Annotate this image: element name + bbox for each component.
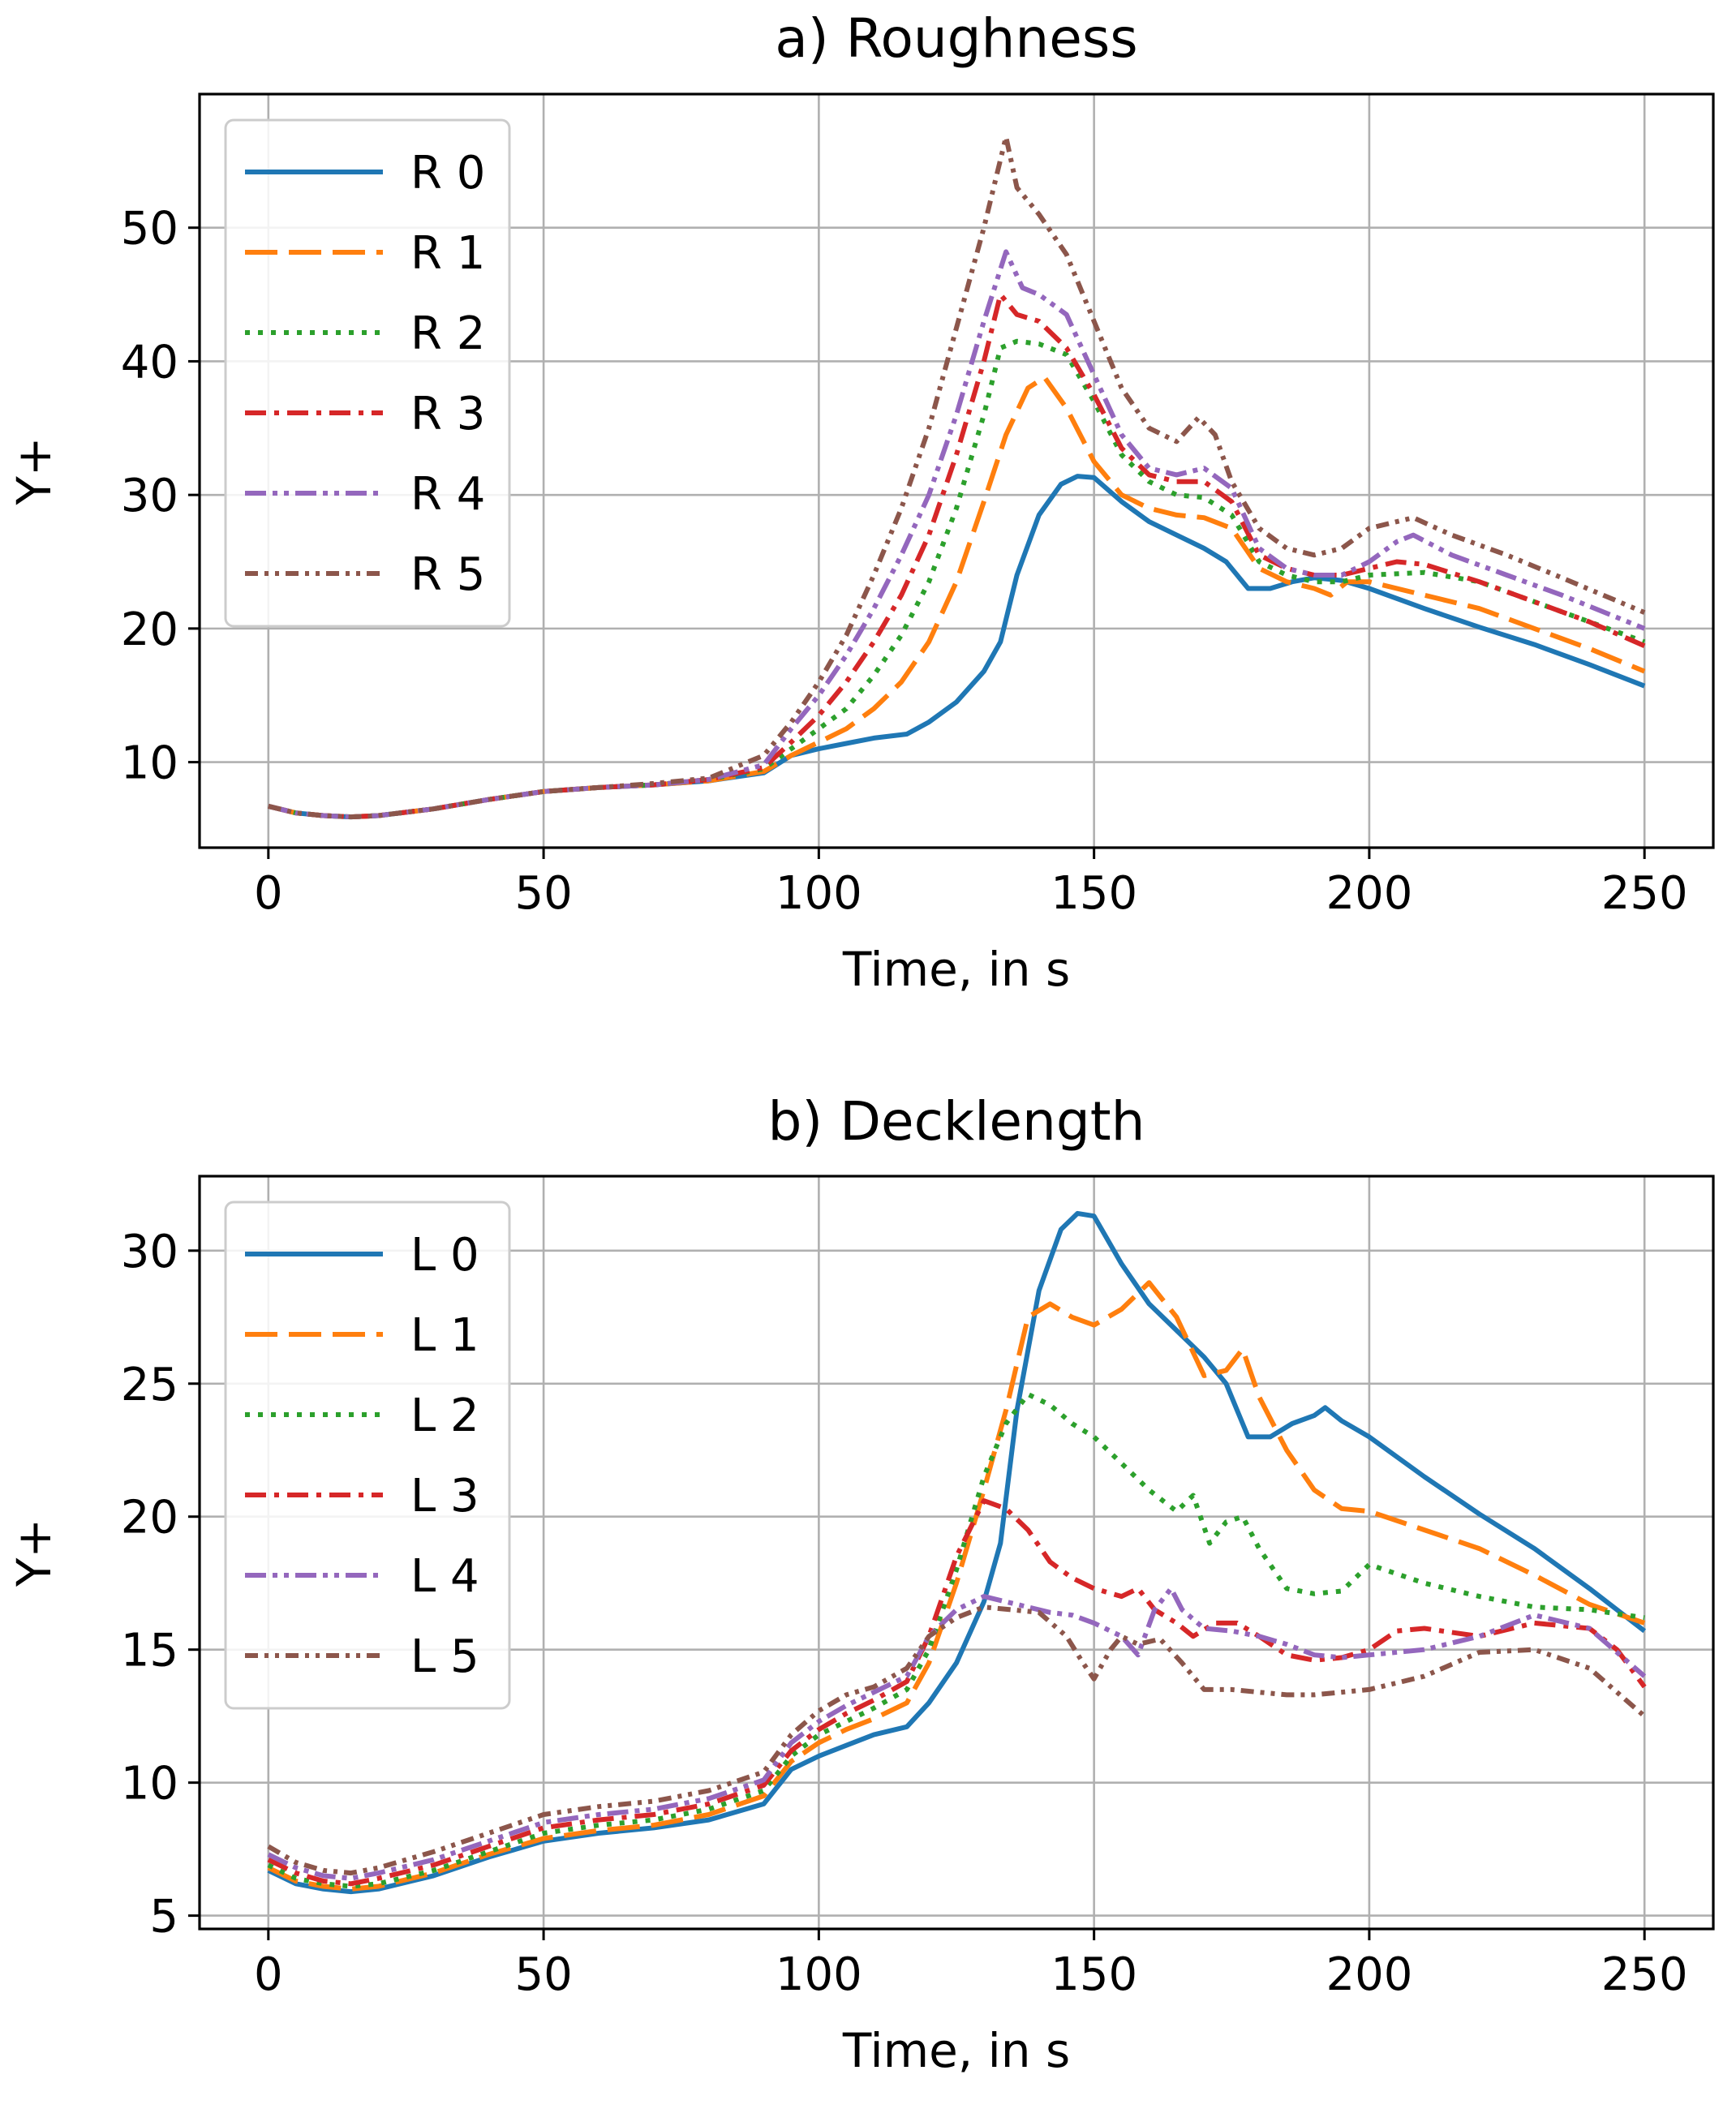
y-tick-label: 10 bbox=[121, 737, 178, 790]
legend-box bbox=[224, 1201, 511, 1710]
legend-label: L 4 bbox=[410, 1550, 479, 1603]
x-tick-label: 0 bbox=[254, 1948, 283, 2001]
y-tick-label: 20 bbox=[121, 603, 178, 656]
legend-label: R 4 bbox=[410, 468, 485, 521]
x-tick-label: 100 bbox=[776, 867, 862, 920]
x-tick-label: 50 bbox=[514, 1948, 572, 2001]
chart-title: b) Decklength bbox=[768, 1090, 1145, 1153]
series-line-r1 bbox=[268, 375, 1646, 820]
legend-label: L 3 bbox=[410, 1470, 479, 1523]
y-axis-label: Y+ bbox=[6, 436, 62, 505]
axes-frame bbox=[198, 92, 1715, 849]
y-tick-label: 40 bbox=[121, 336, 178, 389]
y-axis-label: Y+ bbox=[6, 1518, 62, 1587]
series-line-l0 bbox=[267, 1210, 1647, 1895]
x-tick-label: 250 bbox=[1601, 867, 1688, 920]
x-tick-label: 100 bbox=[776, 1948, 862, 2001]
series-line-r4 bbox=[268, 249, 1646, 820]
y-tick-label: 20 bbox=[121, 1492, 178, 1544]
legend-label: R 3 bbox=[410, 388, 485, 440]
y-tick-label: 5 bbox=[149, 1891, 178, 1944]
y-tick-label: 25 bbox=[121, 1359, 178, 1411]
legend-label: R 5 bbox=[410, 548, 485, 601]
x-tick-label: 200 bbox=[1326, 867, 1412, 920]
x-tick-label: 200 bbox=[1326, 1948, 1412, 2001]
y-tick-label: 15 bbox=[121, 1625, 178, 1677]
legend-label: R 2 bbox=[410, 307, 485, 360]
x-tick-label: 150 bbox=[1051, 867, 1137, 920]
x-tick-label: 250 bbox=[1601, 1948, 1688, 2001]
legend: R 0 R 1 R 2 R 3 R 4 R 5 bbox=[224, 118, 511, 628]
legend-label: L 2 bbox=[410, 1390, 479, 1442]
x-axis-label: Time, in s bbox=[842, 2023, 1070, 2078]
y-tick-label: 30 bbox=[121, 470, 178, 522]
decklength-chart: 0 50 100 150 200 250 5 10 15 20 25 30 b) Decklength T… bbox=[6, 1090, 1715, 2078]
legend: L 0 L 1 L 2 L 3 L 4 L 5 bbox=[224, 1201, 511, 1710]
legend-label: L 5 bbox=[410, 1630, 479, 1683]
legend-label: R 0 bbox=[410, 147, 485, 200]
y-tick-label: 30 bbox=[121, 1226, 178, 1278]
x-tick-label: 0 bbox=[254, 867, 283, 920]
legend-label: L 1 bbox=[410, 1309, 479, 1362]
roughness-chart: 0 50 100 150 200 250 10 20 30 40 50 a) Roughness Tim… bbox=[6, 7, 1715, 997]
legend-label: R 1 bbox=[410, 227, 485, 280]
axes-frame bbox=[198, 1175, 1715, 1931]
legend-label: L 0 bbox=[410, 1229, 479, 1282]
x-tick-label: 150 bbox=[1051, 1948, 1137, 2001]
y-tick-label: 50 bbox=[121, 203, 178, 256]
x-tick-label: 50 bbox=[514, 867, 572, 920]
legend-box bbox=[224, 118, 511, 628]
series-line-l1 bbox=[267, 1280, 1646, 1892]
series-line-l2 bbox=[267, 1391, 1645, 1889]
series-line-r5 bbox=[268, 134, 1646, 820]
y-tick-label: 10 bbox=[121, 1758, 178, 1810]
series-line-l4 bbox=[267, 1586, 1647, 1881]
chart-title: a) Roughness bbox=[775, 7, 1137, 70]
series-line-l3 bbox=[267, 1498, 1647, 1887]
x-axis-label: Time, in s bbox=[842, 942, 1070, 997]
